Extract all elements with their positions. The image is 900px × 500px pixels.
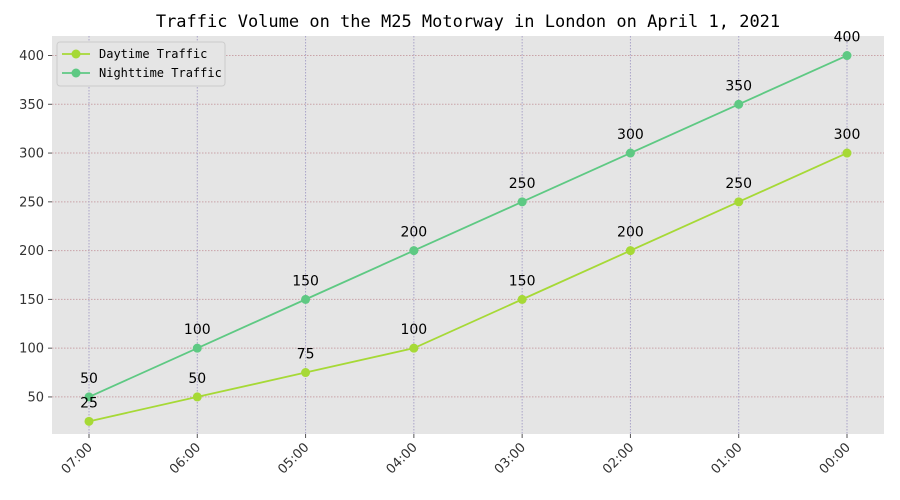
x-tick-label: 06:00 [167,440,204,477]
data-label: 25 [80,395,98,411]
data-point [192,392,202,402]
data-labels: 25 50 75 100 150 200 250 300 50 100 150 200 250 300 35… [80,30,860,412]
data-label: 400 [834,30,861,46]
data-point [192,343,202,353]
y-tick-label: 200 [19,244,44,259]
data-label: 150 [292,273,319,289]
data-label: 50 [188,371,206,387]
data-point [301,368,311,378]
series-line [88,54,848,398]
data-point [625,246,635,256]
data-point [84,392,94,402]
x-tick-label: 04:00 [384,440,421,477]
chart-title: Traffic Volume on the M25 Motorway in Lo… [156,12,780,32]
series-layer [84,51,852,426]
y-tick-label: 100 [19,342,44,357]
y-tick-label: 350 [19,98,44,113]
series-line [88,152,848,423]
x-tick-label: 03:00 [492,440,529,477]
data-point [301,294,311,304]
x-tick-label: 00:00 [817,440,854,477]
y-tick-label: 250 [19,195,44,210]
data-label: 250 [509,176,536,192]
legend-label: Nighttime Traffic [99,66,222,80]
data-label: 200 [617,225,644,241]
legend-label: Daytime Traffic [99,47,207,61]
x-tick-label: 02:00 [600,440,637,477]
data-label: 300 [834,127,861,143]
x-tick-label: 01:00 [708,440,745,477]
y-tick-label: 300 [19,147,44,162]
data-label: 350 [725,78,752,94]
plot-area [52,36,884,434]
data-point [517,294,527,304]
legend-marker [71,68,81,78]
data-point [84,416,94,426]
data-label: 150 [509,273,536,289]
x-tick-label: 07:00 [59,440,96,477]
x-tick-label: 05:00 [275,440,312,477]
data-point [517,197,527,207]
legend-marker [71,49,81,59]
data-label: 200 [400,225,427,241]
y-tick-label: 400 [19,49,44,64]
legend: Daytime Traffic Nighttime Traffic [56,41,226,87]
y-tick-label: 150 [19,293,44,308]
data-label: 75 [297,347,315,363]
data-label: 100 [400,322,427,338]
data-point [409,246,419,256]
y-tick-label: 50 [27,390,44,405]
data-label: 300 [617,127,644,143]
data-label: 250 [725,176,752,192]
legend-box [56,41,226,87]
data-point [842,51,852,61]
data-point [842,148,852,158]
data-point [625,148,635,158]
data-label: 50 [80,371,98,387]
data-point [734,99,744,109]
data-point [734,197,744,207]
data-label: 100 [184,322,211,338]
data-point [409,343,419,353]
